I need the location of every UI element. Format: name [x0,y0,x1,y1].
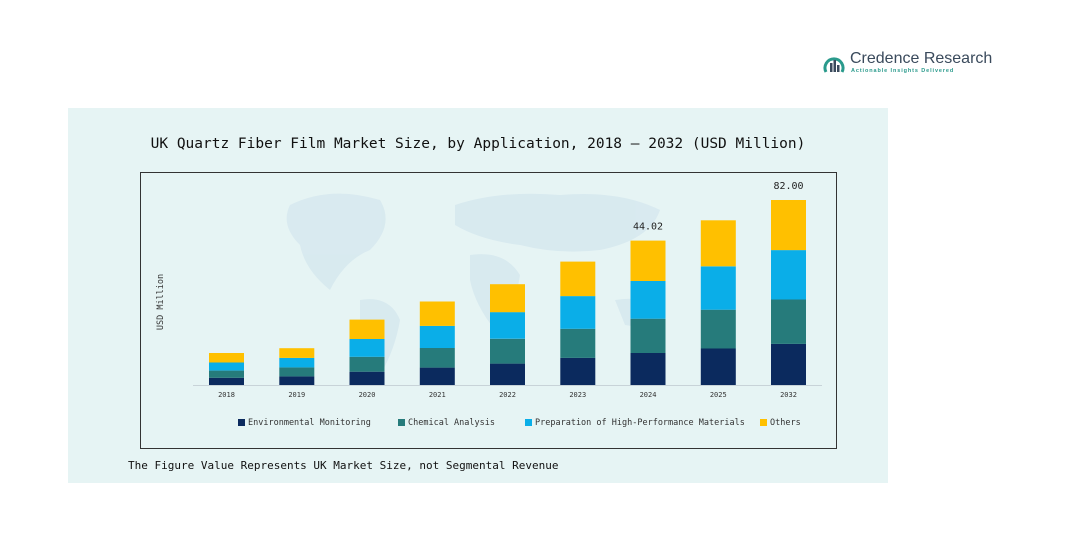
bar-segment [349,339,385,357]
bar-segment [209,377,244,385]
bar-segment [560,357,596,385]
bar-segment [209,353,244,363]
legend-label: Environmental Monitoring [248,418,371,428]
bar-segment [630,318,666,353]
total-labels: 44.02 82.00 [633,181,804,233]
bar-segment [349,371,385,385]
bar-segment [419,367,455,385]
bar-segment [560,261,596,297]
bar-segment [209,370,244,378]
bar-segment [700,309,736,349]
bar-segment [279,348,315,358]
legend-swatch [238,419,245,426]
bar-segment [560,328,596,358]
bar-segment [771,299,806,344]
bar-segment [279,357,315,368]
x-tick-label: 2024 [640,391,657,399]
bar-segment [490,363,525,385]
bar-segment [771,250,806,300]
bar-segment [700,220,736,267]
x-tick-label: 2020 [359,391,376,399]
plot-frame [140,172,837,449]
bar-segment [349,319,385,339]
bar-segment [419,348,455,368]
bar-segment [419,325,455,348]
bar-segment [490,338,525,364]
legend-label: Chemical Analysis [408,418,495,428]
footnote: The Figure Value Represents UK Market Si… [128,459,559,472]
x-tick-label: 2032 [780,391,797,399]
bar-segment [490,312,525,339]
x-tick-label: 2018 [218,391,235,399]
brand-logo: Credence Research Actionable Insights De… [822,50,992,80]
bar-segment [279,367,315,377]
chart-title: UK Quartz Fiber Film Market Size, by App… [150,136,806,152]
legend-swatch [398,419,405,426]
bar-segment [560,296,596,329]
world-map-watermark [286,193,660,375]
x-tick-label: 2023 [569,391,586,399]
bar-segment [700,266,736,310]
legend-item: Preparation of High-Performance Material… [525,418,745,428]
brand-logo-icon [823,57,845,73]
legend-item: Environmental Monitoring [238,418,371,428]
y-axis-label: USD Million [156,274,166,330]
bar-segment [419,301,455,326]
x-tick-label: 2019 [288,391,305,399]
legend-label: Preparation of High-Performance Material… [535,418,745,428]
legend-swatch [525,419,532,426]
legend-label: Others [770,418,801,428]
total-value-label: 44.02 [633,222,663,233]
x-tick-labels: 2018 2019 2020 2021 2022 2023 2024 2025 2032 [218,391,797,399]
legend-item: Others [760,418,801,428]
bar-segment [700,348,736,385]
bar-segment [209,362,244,371]
x-tick-label: 2025 [710,391,727,399]
bar-segment [279,376,315,385]
bar-segment [490,284,525,313]
bar-segment [630,240,666,281]
brand-tagline: Actionable Insights Delivered [851,68,955,74]
x-tick-label: 2021 [429,391,446,399]
bar-segment [630,281,666,319]
bars-group [209,200,806,385]
bar-segment [771,200,806,251]
bar-segment [630,353,666,385]
x-tick-label: 2022 [499,391,516,399]
brand-name: Credence Research [850,50,993,67]
legend-swatch [760,419,767,426]
bar-segment [349,356,385,372]
total-value-label: 82.00 [773,181,803,192]
bar-segment [771,343,806,385]
legend-item: Chemical Analysis [398,418,495,428]
